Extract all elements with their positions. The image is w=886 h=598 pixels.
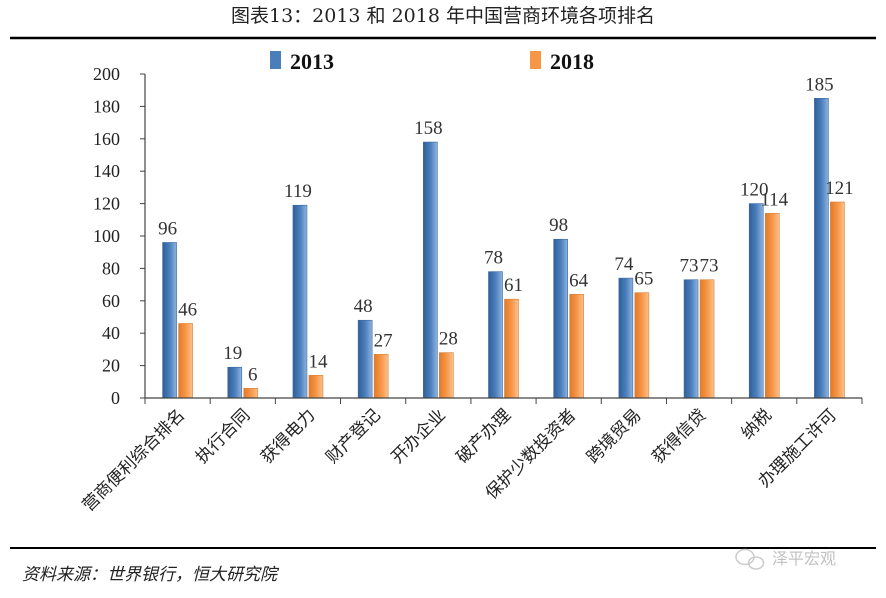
legend-swatch-2018 — [530, 51, 541, 69]
value-label-2018-4: 28 — [439, 329, 458, 350]
value-label-2013-6: 98 — [549, 215, 568, 236]
bar-2013-6 — [553, 238, 568, 399]
bar-2013-9 — [748, 203, 764, 399]
x-tick-label: 营商便利综合排名 — [79, 405, 189, 515]
x-tick-label: 财产登记 — [322, 405, 384, 467]
legend-label-2018: 2018 — [550, 49, 594, 74]
source-note: 资料来源：世界银行，恒大研究院 — [22, 565, 280, 585]
watermark-text: 泽平宏观 — [772, 549, 836, 568]
x-tick-label: 获得信贷 — [648, 405, 710, 467]
y-tick-label: 60 — [102, 291, 120, 311]
value-label-2013-10: 185 — [805, 74, 834, 95]
bar-2013-4 — [423, 141, 438, 399]
bar-2018-10 — [830, 201, 845, 399]
y-tick-label: 160 — [93, 129, 120, 149]
bar-2018-6 — [569, 294, 584, 399]
bar-2018-3 — [373, 353, 389, 399]
legend-label-2013: 2013 — [290, 49, 334, 74]
y-tick-label: 40 — [102, 323, 120, 343]
bar-2018-4 — [439, 352, 454, 399]
bars — [162, 98, 845, 399]
value-label-2018-2: 14 — [308, 351, 328, 372]
y-tick-label: 20 — [102, 356, 120, 376]
wechat-icon — [735, 548, 765, 570]
value-label-2013-3: 48 — [354, 296, 373, 317]
x-tick-label: 纳税 — [738, 405, 776, 443]
y-tick-label: 180 — [93, 96, 120, 116]
y-tick-label: 140 — [93, 161, 120, 181]
y-axis: 0 20 40 60 80 100 120 140 160 180 200 — [93, 64, 146, 408]
value-label-2018-9: 114 — [760, 189, 788, 210]
x-tick-label: 获得电力 — [257, 405, 319, 467]
bar-2018-5 — [504, 298, 519, 399]
x-tick-label: 跨境贸易 — [583, 405, 645, 467]
value-label-2013-4: 158 — [414, 118, 443, 139]
value-label-2013-8: 73 — [680, 256, 699, 277]
x-tick-label: 破产办理 — [453, 405, 515, 467]
value-label-2018-8: 73 — [700, 256, 719, 277]
bar-2018-2 — [308, 375, 324, 399]
value-label-2013-2: 119 — [284, 181, 312, 202]
bar-2013-2 — [292, 204, 308, 399]
x-tick-label: 执行合同 — [192, 405, 254, 467]
y-tick-label: 200 — [93, 64, 120, 84]
legend: 2013 2018 — [270, 49, 594, 74]
chart-title: 图表13：2013 和 2018 年中国营商环境各项排名 — [231, 5, 655, 27]
bar-2013-10 — [814, 98, 829, 399]
bar-2018-1 — [243, 387, 259, 399]
x-tick-label: 开办企业 — [388, 405, 450, 467]
value-label-2013-1: 19 — [223, 343, 242, 364]
legend-swatch-2013 — [270, 51, 281, 69]
bar-2013-0 — [162, 242, 177, 399]
bar-2013-7 — [618, 277, 634, 399]
bar-2013-1 — [227, 366, 243, 399]
value-label-2018-0: 46 — [178, 299, 197, 320]
value-label-2018-6: 64 — [569, 270, 589, 291]
data-labels: 96 19 119 48 158 78 98 74 73 120 185 46 6 14 27 28 61 64 6… — [158, 74, 854, 385]
value-label-2013-5: 78 — [484, 248, 503, 269]
value-label-2018-3: 27 — [374, 330, 393, 351]
value-label-2018-1: 6 — [248, 364, 258, 385]
y-tick-label: 100 — [93, 226, 120, 246]
value-label-2013-9: 120 — [740, 180, 769, 201]
y-tick-label: 0 — [111, 388, 120, 408]
value-label-2018-7: 65 — [634, 269, 653, 290]
bar-2013-8 — [683, 279, 699, 399]
bar-2018-7 — [634, 292, 650, 399]
bar-2018-8 — [699, 279, 715, 399]
value-label-2013-7: 74 — [614, 254, 634, 275]
value-label-2013-0: 96 — [158, 218, 177, 239]
y-tick-label: 80 — [102, 258, 120, 278]
bar-2013-5 — [488, 271, 503, 399]
y-tick-label: 120 — [93, 194, 120, 214]
value-label-2018-5: 61 — [504, 275, 523, 296]
bar-2018-0 — [178, 323, 193, 399]
bar-2013-3 — [357, 319, 373, 399]
x-axis: 营商便利综合排名 执行合同 获得电力 财产登记 开办企业 破产办理保护少数投资者 跨境贸易获… — [79, 397, 863, 516]
watermark: 泽平宏观 — [735, 548, 836, 570]
value-label-2018-10: 121 — [825, 178, 854, 199]
bar-2018-9 — [764, 213, 780, 399]
